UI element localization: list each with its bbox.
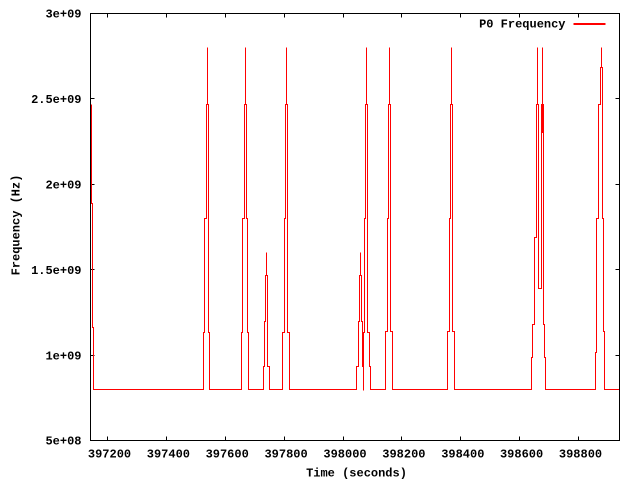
svg-text:397600: 397600 (206, 448, 249, 462)
svg-text:397800: 397800 (264, 448, 307, 462)
svg-text:398000: 398000 (323, 448, 366, 462)
svg-text:P0 Frequency: P0 Frequency (479, 18, 565, 32)
svg-text:398200: 398200 (382, 448, 425, 462)
svg-text:1.5e+09: 1.5e+09 (31, 264, 81, 278)
svg-text:398400: 398400 (441, 448, 484, 462)
svg-text:5e+08: 5e+08 (45, 435, 81, 449)
svg-text:1e+09: 1e+09 (45, 349, 81, 363)
svg-text:397400: 397400 (147, 448, 190, 462)
svg-text:3e+09: 3e+09 (45, 8, 81, 22)
svg-text:398600: 398600 (500, 448, 543, 462)
svg-text:2.5e+09: 2.5e+09 (31, 93, 81, 107)
svg-text:Time (seconds): Time (seconds) (306, 467, 407, 480)
svg-text:2e+09: 2e+09 (45, 179, 81, 193)
svg-text:Frequency (Hz): Frequency (Hz) (10, 175, 24, 276)
svg-text:398800: 398800 (559, 448, 602, 462)
svg-text:397200: 397200 (88, 448, 131, 462)
